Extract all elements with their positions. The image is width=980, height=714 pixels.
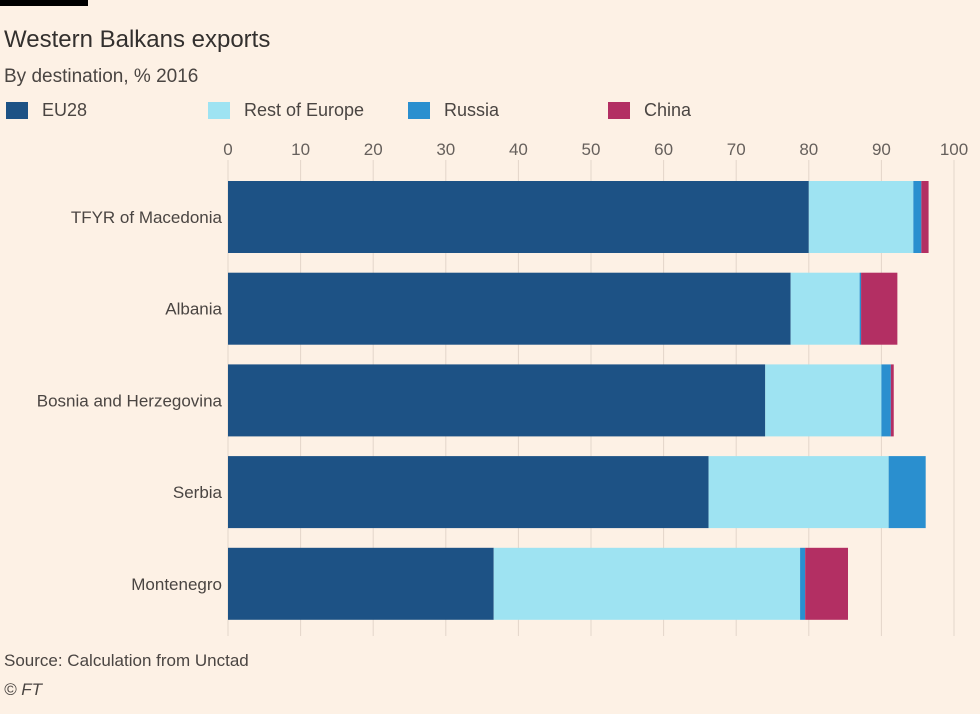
legend-item-rest-of-europe: Rest of Europe	[208, 100, 364, 121]
x-tick-label-30: 30	[436, 140, 455, 159]
legend-swatch-rest-of-europe	[208, 102, 230, 119]
legend-label-eu28: EU28	[42, 100, 88, 120]
legend-swatch-eu28	[6, 102, 28, 119]
bar-albania-eu28	[228, 272, 791, 345]
x-tick-label-50: 50	[582, 140, 601, 159]
legend-label-rest-of-europe: Rest of Europe	[244, 100, 365, 120]
bar-montenegro-eu28	[228, 547, 494, 620]
bar-montenegro-russia	[800, 547, 806, 620]
bar-bosnia-and-herzegovina-rest-of-europe	[765, 364, 882, 437]
bar-montenegro-china	[805, 547, 849, 620]
bar-tfyr-of-macedonia-russia	[913, 181, 922, 253]
bar-bosnia-and-herzegovina-russia	[881, 364, 891, 437]
bar-bosnia-and-herzegovina-china	[890, 364, 894, 437]
bar-tfyr-of-macedonia-rest-of-europe	[808, 181, 914, 253]
legend-label-russia: Russia	[444, 100, 500, 120]
x-tick-label-60: 60	[654, 140, 673, 159]
bar-albania-china	[861, 272, 898, 345]
legend: EU28 Rest of Europe Russia China	[0, 100, 980, 128]
legend-swatch-russia	[408, 102, 430, 119]
legend-label-china: China	[644, 100, 692, 120]
x-tick-label-90: 90	[872, 140, 891, 159]
category-label-serbia: Serbia	[173, 483, 223, 502]
bar-tfyr-of-macedonia-china	[921, 181, 929, 253]
x-tick-label-80: 80	[799, 140, 818, 159]
bar-bosnia-and-herzegovina-eu28	[228, 364, 766, 437]
bar-montenegro-rest-of-europe	[493, 547, 801, 620]
x-tick-label-0: 0	[223, 140, 232, 159]
legend-item-eu28: EU28	[6, 100, 87, 121]
x-tick-label-40: 40	[509, 140, 528, 159]
bar-serbia-russia	[888, 456, 926, 529]
legend-item-china: China	[608, 100, 691, 121]
copyright-credit: © FT	[4, 680, 43, 699]
category-label-tfyr-of-macedonia: TFYR of Macedonia	[71, 208, 223, 227]
chart-subtitle: By destination, % 2016	[4, 66, 199, 87]
legend-swatch-china	[608, 102, 630, 119]
x-tick-label-70: 70	[727, 140, 746, 159]
bar-serbia-rest-of-europe	[708, 456, 889, 529]
category-label-montenegro: Montenegro	[131, 575, 222, 594]
category-label-bosnia-and-herzegovina: Bosnia and Herzegovina	[37, 391, 223, 410]
x-tick-label-20: 20	[364, 140, 383, 159]
bar-tfyr-of-macedonia-eu28	[228, 181, 809, 253]
legend-item-russia: Russia	[408, 100, 499, 121]
x-tick-label-10: 10	[291, 140, 310, 159]
category-label-albania: Albania	[165, 300, 222, 319]
bar-serbia-eu28	[228, 456, 709, 529]
x-tick-label-100: 100	[940, 140, 968, 159]
source-note: Source: Calculation from Unctad	[4, 651, 249, 670]
bar-albania-russia	[859, 272, 862, 345]
chart-title: Western Balkans exports	[4, 26, 271, 53]
brand-bar	[0, 0, 88, 6]
bar-albania-rest-of-europe	[790, 272, 860, 345]
